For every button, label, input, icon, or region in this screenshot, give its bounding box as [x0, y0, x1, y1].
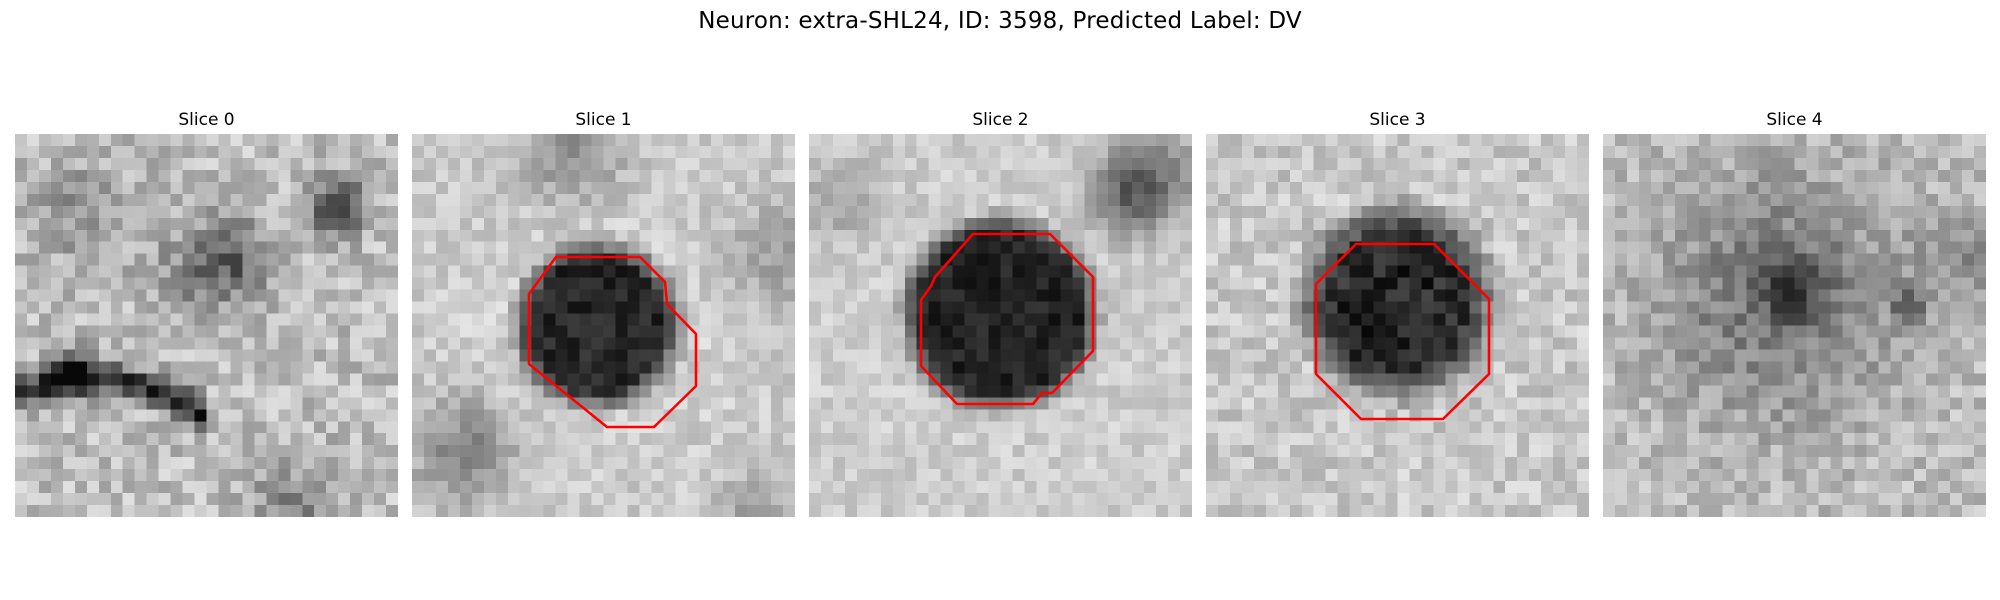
slice-image-1 — [412, 134, 795, 517]
slice-title-1: Slice 1 — [575, 110, 632, 130]
neuron-contour-2 — [919, 232, 1095, 406]
slice-image-0 — [15, 134, 398, 517]
slice-title-4: Slice 4 — [1766, 110, 1823, 130]
slice-image-3 — [1206, 134, 1589, 517]
slice-title-0: Slice 0 — [178, 110, 235, 130]
slice-image-2 — [809, 134, 1192, 517]
slice-title-2: Slice 2 — [972, 110, 1029, 130]
pixel-grid-1 — [412, 134, 795, 517]
pixel-grid-0 — [15, 134, 398, 517]
figure-title: Neuron: extra-SHL24, ID: 3598, Predicted… — [698, 8, 1302, 34]
pixel-grid-3 — [1206, 134, 1589, 517]
pixel-grid-4 — [1603, 134, 1986, 517]
neuron-contour-1 — [527, 255, 698, 429]
slice-image-4 — [1603, 134, 1986, 517]
neuron-contour-3 — [1314, 242, 1491, 421]
pixel-grid-2 — [809, 134, 1192, 517]
slice-title-3: Slice 3 — [1369, 110, 1426, 130]
